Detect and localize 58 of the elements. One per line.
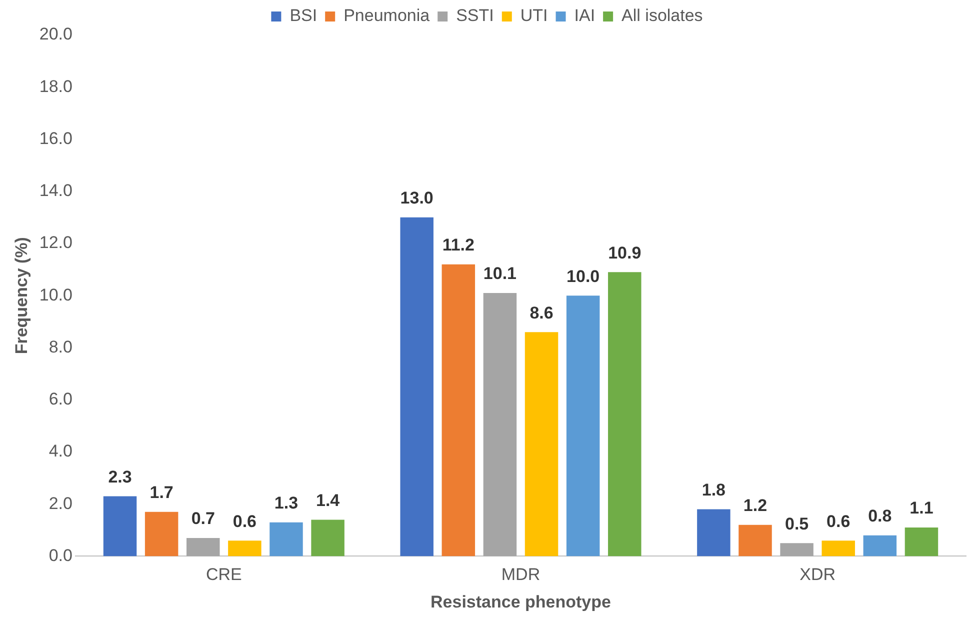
- bar: [780, 543, 814, 556]
- x-tick-label: XDR: [800, 565, 836, 584]
- y-tick-label: 12.0: [39, 233, 72, 252]
- bar: [904, 528, 938, 556]
- data-label: 0.6: [232, 512, 257, 531]
- bar: [442, 264, 476, 556]
- data-label: 0.8: [868, 506, 892, 526]
- bar: [822, 540, 855, 556]
- bar: [144, 512, 178, 556]
- bar: [608, 272, 642, 556]
- legend-label: Pneumonia: [344, 6, 430, 26]
- legend-label: UTI: [520, 6, 548, 26]
- x-tick-label: MDR: [501, 565, 540, 584]
- bar: [524, 332, 558, 556]
- y-tick-label: 8.0: [48, 337, 72, 356]
- data-label: 0.5: [784, 514, 809, 534]
- bar: [697, 509, 730, 556]
- y-tick-label: 16.0: [39, 128, 72, 148]
- bar: [186, 538, 220, 556]
- legend-label: SSTI: [456, 6, 494, 26]
- y-axis-title: Frequency (%): [12, 237, 31, 354]
- data-label: 13.0: [400, 188, 434, 208]
- x-axis-title: Resistance phenotype: [430, 592, 611, 612]
- y-tick-label: 4.0: [48, 442, 72, 461]
- y-tick-label: 14.0: [39, 181, 72, 200]
- data-label: 8.6: [530, 303, 554, 322]
- bar: [863, 535, 897, 556]
- data-label: 0.7: [191, 509, 215, 528]
- data-label: 10.1: [483, 264, 517, 284]
- bar: [738, 524, 772, 556]
- data-label: 1.2: [743, 496, 768, 516]
- bar: [311, 520, 344, 556]
- y-tick-label: 18.0: [39, 76, 72, 96]
- bar: [270, 522, 303, 556]
- data-label: 0.6: [826, 512, 850, 531]
- bar: [483, 292, 517, 556]
- data-label: 10.9: [608, 243, 642, 262]
- data-label: 1.3: [274, 494, 298, 513]
- legend-label: BSI: [290, 6, 318, 26]
- y-tick-label: 20.0: [39, 24, 72, 44]
- y-tick-label: 10.0: [39, 285, 72, 304]
- y-tick-label: 2.0: [48, 494, 72, 513]
- data-label: 2.3: [108, 467, 132, 486]
- bar: [566, 296, 600, 556]
- y-tick-label: 0.0: [48, 546, 72, 565]
- x-tick-label: CRE: [206, 565, 242, 584]
- legend-label: All isolates: [622, 6, 703, 26]
- bar: [228, 540, 262, 556]
- bar: [103, 496, 137, 556]
- data-label: 1.7: [150, 483, 174, 502]
- data-label: 1.4: [316, 490, 340, 510]
- data-label: 1.8: [702, 480, 726, 500]
- y-tick-label: 6.0: [48, 390, 72, 409]
- data-label: 11.2: [442, 236, 474, 255]
- legend-label: IAI: [574, 6, 596, 26]
- data-label: 10.0: [566, 266, 600, 286]
- bar: [400, 217, 434, 556]
- data-label: 1.1: [910, 498, 934, 518]
